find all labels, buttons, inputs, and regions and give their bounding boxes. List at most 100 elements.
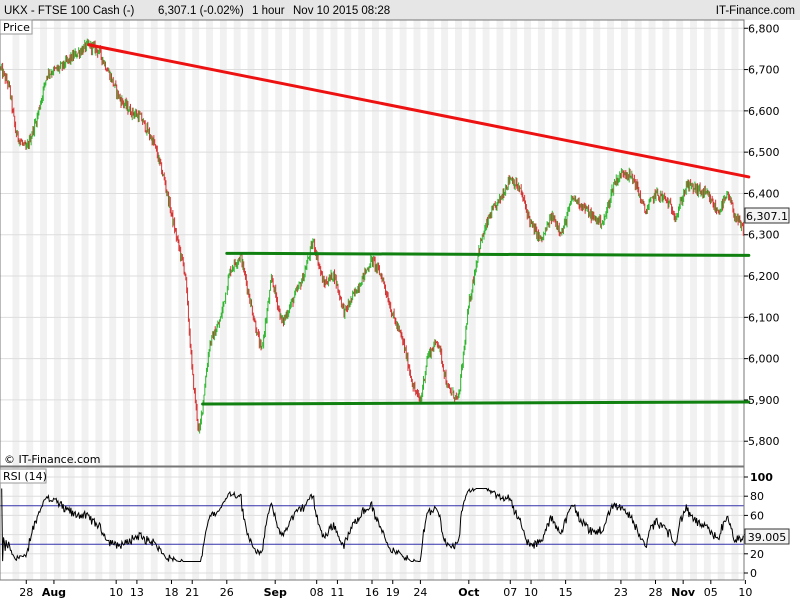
- day-band: [358, 467, 366, 580]
- day-band: [67, 467, 75, 580]
- day-band: [40, 20, 48, 466]
- day-band: [109, 20, 117, 466]
- day-band: [468, 20, 476, 466]
- price-tick-label: 6,700: [748, 64, 780, 77]
- x-tick-label: 19: [386, 586, 400, 599]
- price-tick-label: 6,500: [748, 146, 780, 159]
- day-band: [372, 20, 379, 466]
- day-band: [648, 20, 656, 466]
- day-band: [593, 467, 601, 580]
- day-band: [150, 20, 158, 466]
- last-price-label: 6,307.1: [746, 210, 788, 223]
- x-tick-label: Oct: [458, 586, 479, 599]
- price-tick-label: 6,200: [748, 270, 780, 283]
- interval: 1 hour: [252, 5, 285, 17]
- price-tick-label: 6,300: [748, 229, 780, 242]
- day-band: [289, 20, 296, 466]
- day-band: [510, 467, 518, 580]
- day-band: [482, 20, 490, 466]
- x-tick-label: Aug: [42, 586, 66, 599]
- day-band: [731, 20, 739, 466]
- last-price-tag: [744, 207, 790, 224]
- rsi-label-box: [0, 468, 47, 484]
- rsi-tick-label: 80: [750, 490, 764, 503]
- day-band: [399, 20, 407, 466]
- day-band: [413, 20, 421, 466]
- support-trendline: [225, 251, 751, 257]
- day-band: [385, 20, 393, 466]
- day-band: [206, 467, 213, 580]
- day-band: [219, 467, 227, 580]
- day-band: [468, 467, 476, 580]
- day-band: [164, 20, 172, 466]
- day-band: [261, 467, 269, 580]
- day-band: [565, 467, 573, 580]
- day-band: [95, 20, 103, 466]
- support-trendline: [201, 400, 751, 406]
- day-band: [607, 20, 615, 466]
- day-band: [703, 20, 711, 466]
- x-tick-label: Nov: [671, 586, 696, 599]
- day-band: [703, 467, 711, 580]
- day-band: [454, 467, 462, 580]
- day-band: [192, 20, 200, 466]
- day-band: [316, 20, 324, 466]
- day-band: [676, 20, 684, 466]
- day-band: [427, 467, 435, 580]
- brand-name: IT-Finance.com: [716, 5, 795, 17]
- day-band: [662, 467, 670, 580]
- x-tick-label: 28: [19, 586, 33, 599]
- last-rsi-tag: [744, 528, 790, 545]
- last-quote: 6,307.1 (-0.02%): [158, 5, 244, 17]
- price-label-box: [0, 19, 33, 35]
- x-tick-label: 26: [220, 586, 234, 599]
- day-band: [620, 467, 628, 580]
- x-tick-label: Sep: [264, 586, 287, 599]
- instrument-name: UKX - FTSE 100 Cash (-): [4, 5, 135, 17]
- resistance-trendline: [87, 43, 751, 179]
- rsi-tick-label: 0: [750, 567, 757, 580]
- x-tick-label: 08: [310, 586, 324, 599]
- day-band: [482, 467, 490, 580]
- price-tick-label: 5,800: [748, 435, 780, 448]
- day-band: [620, 20, 628, 466]
- day-band: [275, 20, 283, 466]
- rsi-tick-label: 20: [750, 548, 764, 561]
- price-tick-label: 5,900: [748, 394, 780, 407]
- day-band: [233, 467, 241, 580]
- day-band: [109, 467, 117, 580]
- day-band: [178, 467, 186, 580]
- day-band: [427, 20, 435, 466]
- day-band: [565, 20, 573, 466]
- x-tick-label: 16: [365, 586, 379, 599]
- day-band: [662, 20, 670, 466]
- x-tick-label: 05: [704, 586, 718, 599]
- day-band: [53, 20, 61, 466]
- day-band: [524, 467, 532, 580]
- day-band: [302, 20, 310, 466]
- day-band: [289, 467, 296, 580]
- day-band: [496, 20, 504, 466]
- day-band: [81, 20, 89, 466]
- day-band: [219, 20, 227, 466]
- day-band: [150, 467, 158, 580]
- rsi-tick-label: 100: [750, 471, 773, 484]
- day-band: [247, 467, 255, 580]
- day-band: [26, 467, 34, 580]
- x-tick-label: 07: [503, 586, 517, 599]
- x-tick-label: 28: [648, 586, 662, 599]
- day-band: [717, 467, 725, 580]
- day-band: [40, 467, 48, 580]
- price-panel-frame: [0, 19, 745, 467]
- x-tick-label: 13: [130, 586, 144, 599]
- x-tick-label: 23: [614, 586, 628, 599]
- day-band: [53, 467, 61, 580]
- x-tick-label: 21: [185, 586, 199, 599]
- day-band: [178, 20, 186, 466]
- day-band: [634, 467, 642, 580]
- day-band: [26, 20, 34, 466]
- day-band: [731, 467, 739, 580]
- day-band: [690, 467, 697, 580]
- day-band: [123, 467, 130, 580]
- day-band: [551, 20, 559, 466]
